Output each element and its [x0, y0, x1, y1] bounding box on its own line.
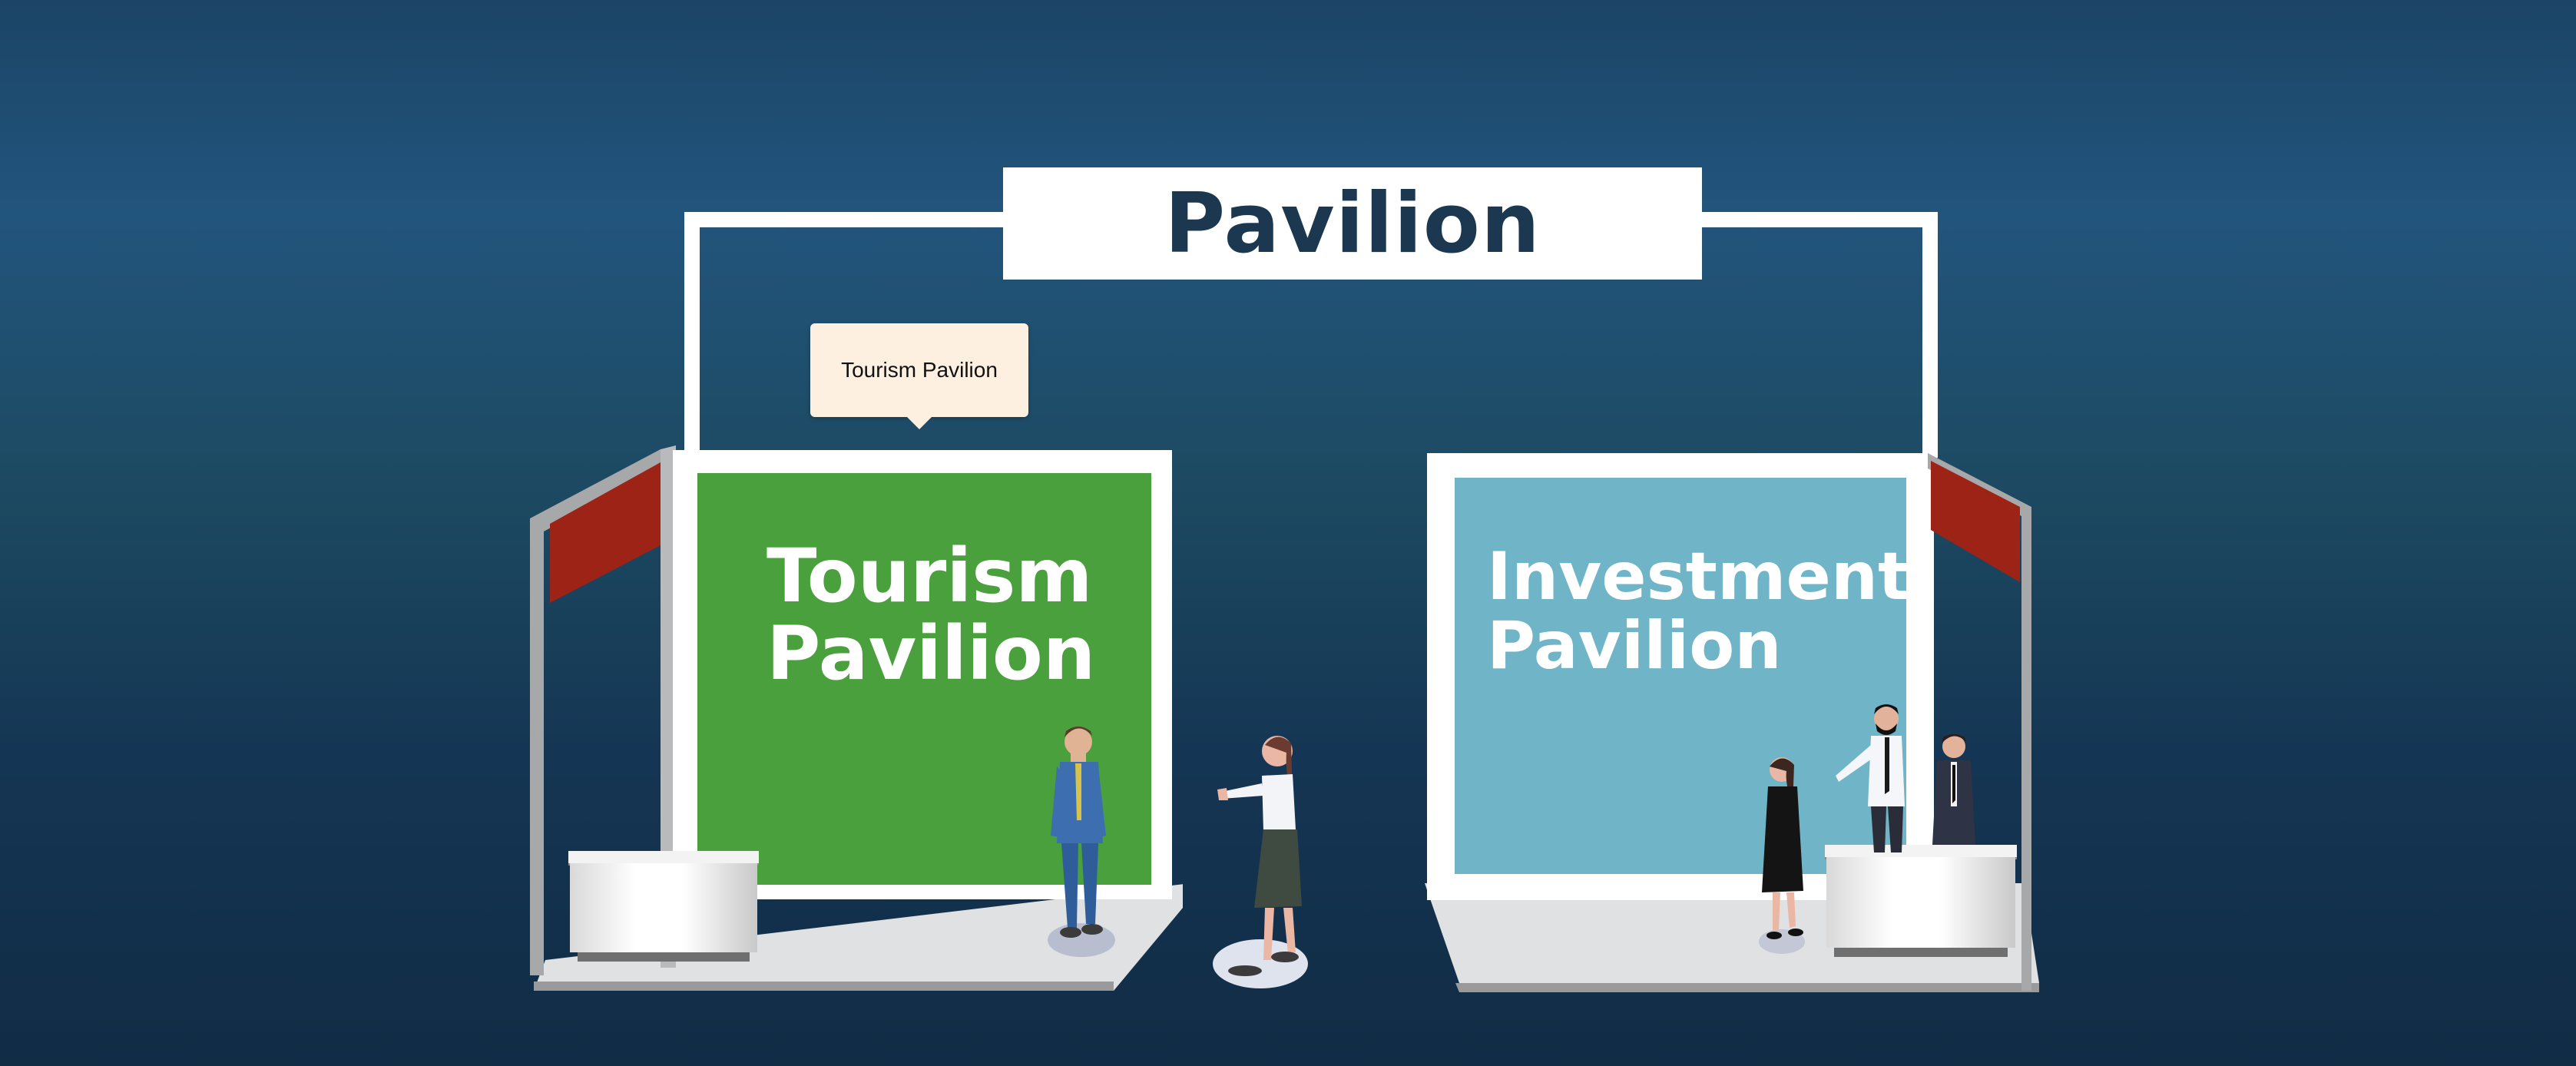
pavilion-title: Pavilion: [1003, 167, 1702, 280]
reception-desk: [1826, 857, 2015, 948]
person-man-dark-suit: [1932, 734, 1975, 845]
desk-base: [1834, 948, 2008, 957]
tourism-panel-label: Tourism Pavilion: [767, 533, 1096, 697]
flag-left: [550, 462, 661, 603]
desk-base: [578, 952, 750, 962]
person-woman-black-dress: [1759, 757, 1805, 954]
person-man-white-shirt: [1836, 704, 1905, 852]
booth-side-structure: [1928, 453, 2031, 991]
booth-floor: [534, 884, 1183, 991]
investment-panel-label: Investment Pavilion: [1487, 538, 1910, 685]
reception-desk: [570, 863, 757, 952]
investment-panel: [1455, 478, 1906, 874]
booth-side-structure: [530, 445, 676, 975]
tooltip-tail: [907, 417, 932, 429]
booth-tooltip: Tourism Pavilion: [810, 323, 1028, 417]
flag-right: [1931, 461, 2020, 582]
person-woman-grey-skirt: [1213, 736, 1308, 988]
person-man-blue-suit: [1048, 727, 1115, 957]
